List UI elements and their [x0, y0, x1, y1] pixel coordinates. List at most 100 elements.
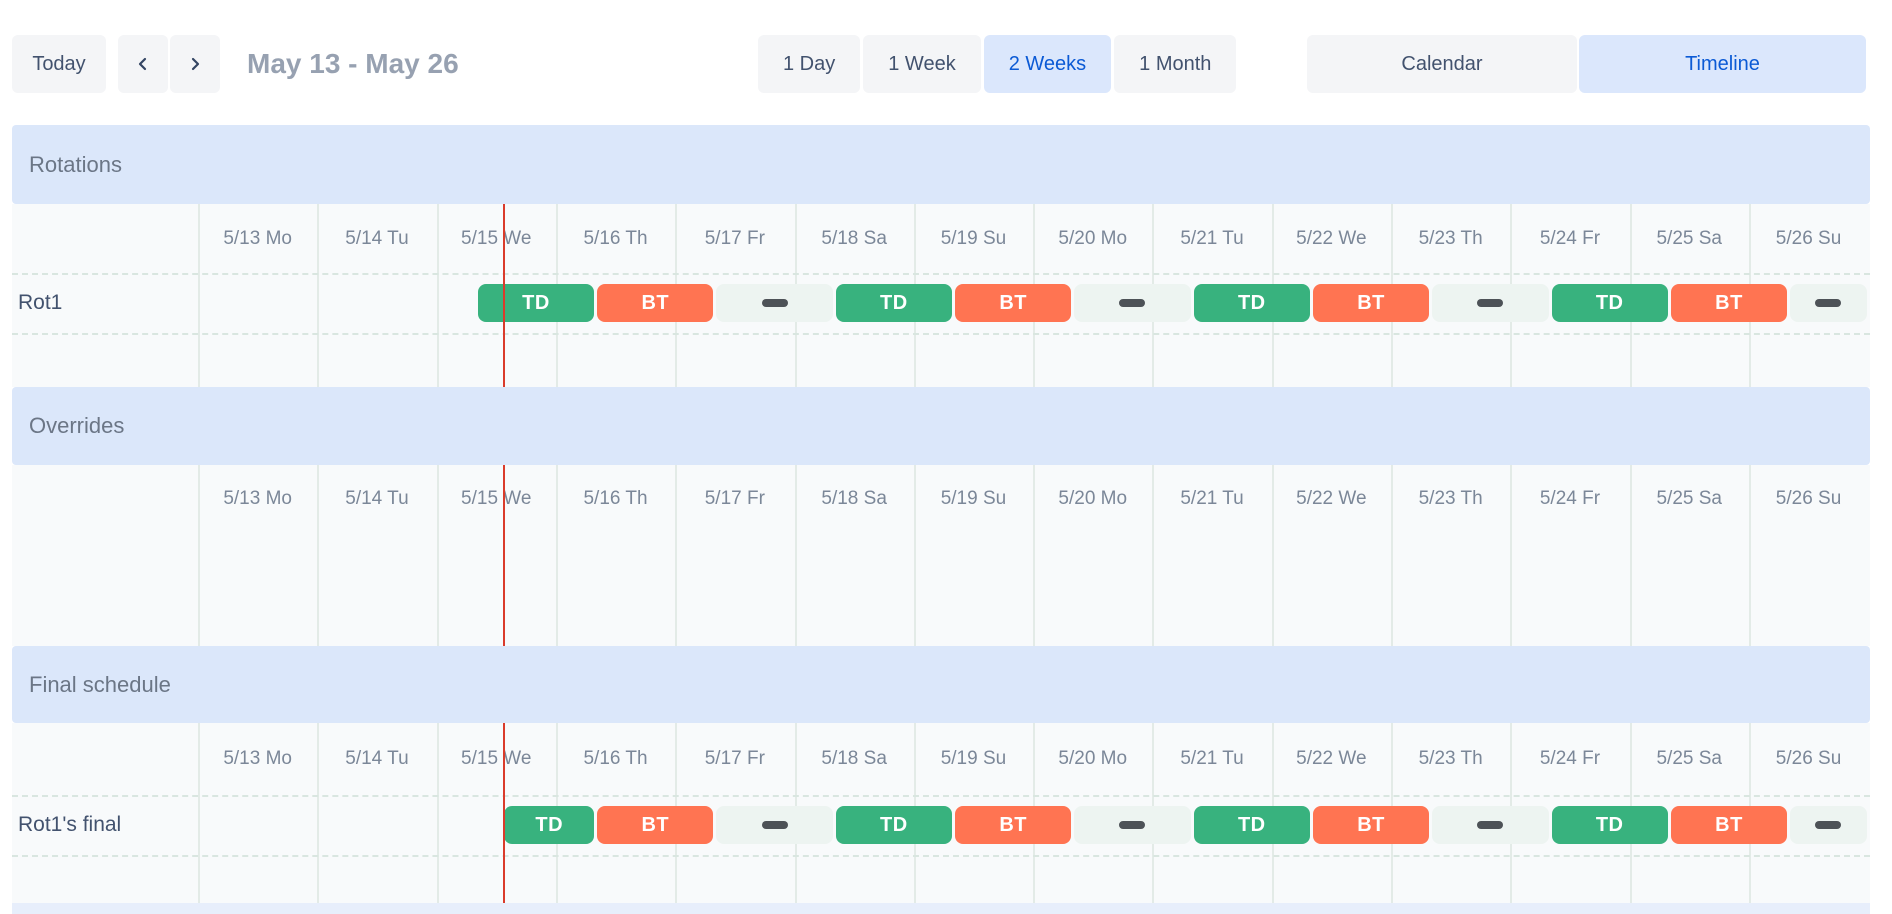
section-title: Overrides: [29, 413, 125, 438]
date-label: 5/23 Th: [1418, 748, 1483, 769]
column-separator: [436, 204, 439, 387]
shift-block-bt[interactable]: BT: [955, 284, 1072, 322]
date-label: 5/26 Su: [1775, 488, 1842, 509]
gap-block[interactable]: [1790, 806, 1867, 844]
shift-block-td[interactable]: TD: [504, 806, 595, 844]
column-separator: [555, 465, 558, 646]
shift-block-td[interactable]: TD: [477, 284, 595, 322]
column-separator: [675, 465, 678, 646]
prev-period-button[interactable]: [118, 35, 168, 93]
date-label: 5/18 Sa: [821, 228, 887, 249]
date-label: 5/22 We: [1296, 228, 1367, 249]
no-coverage-dash-icon: [761, 821, 788, 829]
date-label: 5/18 Sa: [821, 748, 887, 769]
chevron-right-icon: [187, 56, 203, 72]
shift-block-td[interactable]: TD: [1193, 284, 1310, 322]
gap-block[interactable]: [1790, 284, 1867, 322]
date-label: 5/21 Tu: [1180, 748, 1244, 769]
shift-block-td[interactable]: TD: [1551, 284, 1668, 322]
date-label: 5/14 Tu: [345, 748, 409, 769]
zoom-level-group: 1 Day 1 Week 2 Weeks 1 Month: [758, 35, 1237, 93]
date-label: 5/20 Mo: [1058, 748, 1128, 769]
section-grid: [12, 465, 1870, 646]
column-separator: [436, 723, 439, 903]
shift-block-bt[interactable]: BT: [597, 806, 714, 844]
current-time-line: [502, 204, 505, 903]
row-label: Rot1: [18, 291, 63, 314]
date-label: 5/23 Th: [1418, 488, 1483, 509]
shift-block-bt[interactable]: BT: [1670, 284, 1788, 322]
shift-block-bt[interactable]: BT: [955, 806, 1072, 844]
date-label: 5/25 Sa: [1656, 488, 1722, 509]
next-section-band-partial: [12, 903, 1870, 914]
section-title: Final schedule: [29, 671, 171, 697]
column-separator: [1391, 465, 1393, 646]
date-label: 5/16 Th: [583, 488, 648, 509]
shift-block-td[interactable]: TD: [1193, 806, 1310, 844]
shift-block-bt[interactable]: BT: [597, 284, 714, 322]
zoom-1-month-button[interactable]: 1 Month: [1114, 35, 1237, 93]
gap-block[interactable]: [716, 284, 833, 322]
gap-block[interactable]: [1432, 806, 1549, 844]
column-separator: [198, 204, 200, 387]
shift-block-bt[interactable]: BT: [1312, 284, 1430, 322]
today-button[interactable]: Today: [12, 35, 106, 93]
no-coverage-dash-icon: [1119, 299, 1146, 307]
column-separator: [317, 465, 320, 646]
date-label: 5/23 Th: [1418, 228, 1483, 249]
no-coverage-dash-icon: [761, 299, 788, 307]
section-title: Rotations: [29, 151, 122, 177]
date-label: 5/13 Mo: [223, 228, 292, 249]
zoom-2-weeks-button[interactable]: 2 Weeks: [983, 35, 1112, 93]
column-separator: [1033, 465, 1036, 646]
view-calendar-button[interactable]: Calendar: [1307, 35, 1577, 93]
view-timeline-button[interactable]: Timeline: [1579, 35, 1866, 93]
date-label: 5/25 Sa: [1656, 228, 1722, 249]
gap-block[interactable]: [1074, 806, 1191, 844]
date-label: 5/16 Th: [583, 228, 648, 249]
date-label: 5/21 Tu: [1180, 488, 1244, 509]
gap-block[interactable]: [1074, 284, 1191, 322]
row-border-bottom: [12, 855, 1870, 857]
row-border-top: [12, 273, 1870, 275]
row-border-bottom: [12, 333, 1870, 335]
shift-block-td[interactable]: TD: [835, 284, 953, 322]
column-separator: [794, 465, 797, 646]
column-separator: [317, 723, 320, 903]
gap-block[interactable]: [716, 806, 833, 844]
zoom-1-week-button[interactable]: 1 Week: [863, 35, 981, 93]
zoom-1-day-button[interactable]: 1 Day: [758, 35, 861, 93]
date-label: 5/20 Mo: [1058, 228, 1128, 249]
date-label: 5/24 Fr: [1539, 748, 1601, 769]
date-label: 5/19 Su: [940, 748, 1007, 769]
shift-block-bt[interactable]: BT: [1312, 806, 1430, 844]
shift-block-bt[interactable]: BT: [1670, 806, 1788, 844]
no-coverage-dash-icon: [1119, 821, 1146, 829]
date-label: 5/26 Su: [1775, 228, 1842, 249]
no-coverage-dash-icon: [1815, 821, 1842, 829]
column-separator: [198, 723, 200, 903]
date-label: 5/19 Su: [940, 228, 1007, 249]
date-label: 5/15 We: [461, 748, 532, 769]
date-label: 5/17 Fr: [704, 228, 765, 249]
section-header-rotations: Rotations: [12, 125, 1870, 204]
shift-block-td[interactable]: TD: [835, 806, 953, 844]
section-header-overrides: Overrides: [12, 387, 1870, 465]
row-border-top: [12, 795, 1870, 797]
shift-block-td[interactable]: TD: [1551, 806, 1668, 844]
column-separator: [198, 465, 200, 646]
chevron-left-icon: [135, 56, 151, 72]
date-label: 5/24 Fr: [1539, 488, 1601, 509]
date-label: 5/25 Sa: [1656, 748, 1722, 769]
date-label: 5/14 Tu: [345, 488, 409, 509]
row-label: Rot1's final: [18, 813, 122, 836]
no-coverage-dash-icon: [1815, 299, 1842, 307]
date-label: 5/24 Fr: [1539, 228, 1601, 249]
date-label: 5/17 Fr: [704, 488, 765, 509]
date-label: 5/18 Sa: [821, 488, 887, 509]
gap-block[interactable]: [1432, 284, 1549, 322]
date-label: 5/20 Mo: [1058, 488, 1128, 509]
date-label: 5/19 Su: [940, 488, 1007, 509]
next-period-button[interactable]: [170, 35, 220, 93]
